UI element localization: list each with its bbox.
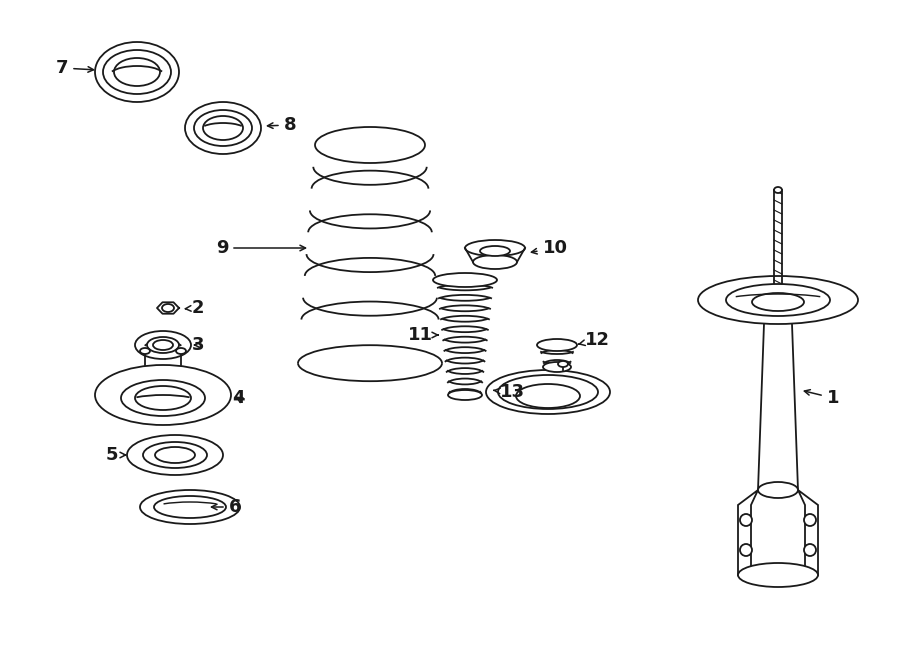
Ellipse shape <box>176 348 186 354</box>
Text: 9: 9 <box>216 239 305 257</box>
Text: 5: 5 <box>106 446 125 464</box>
Ellipse shape <box>140 348 150 354</box>
Polygon shape <box>738 490 758 575</box>
Ellipse shape <box>480 246 510 256</box>
Ellipse shape <box>194 110 252 146</box>
Ellipse shape <box>537 339 577 351</box>
Text: 12: 12 <box>579 331 609 349</box>
Ellipse shape <box>448 390 482 400</box>
Ellipse shape <box>726 284 830 316</box>
Ellipse shape <box>143 442 207 468</box>
Ellipse shape <box>95 365 231 425</box>
Text: 1: 1 <box>805 389 839 407</box>
Text: 13: 13 <box>494 383 525 401</box>
Ellipse shape <box>135 386 191 410</box>
Ellipse shape <box>516 384 580 408</box>
Circle shape <box>740 514 752 526</box>
Ellipse shape <box>185 102 261 154</box>
Ellipse shape <box>154 496 226 518</box>
Text: 10: 10 <box>531 239 568 257</box>
Ellipse shape <box>95 42 179 102</box>
Text: 11: 11 <box>408 326 438 344</box>
Text: 6: 6 <box>212 498 241 516</box>
Ellipse shape <box>121 380 205 416</box>
Ellipse shape <box>473 255 517 269</box>
Ellipse shape <box>752 293 804 311</box>
Ellipse shape <box>738 563 818 587</box>
Ellipse shape <box>486 370 610 414</box>
Ellipse shape <box>162 304 174 312</box>
Ellipse shape <box>135 331 191 359</box>
Ellipse shape <box>155 447 195 463</box>
Text: 7: 7 <box>56 59 94 77</box>
Circle shape <box>804 544 816 556</box>
Text: 3: 3 <box>192 336 204 354</box>
Ellipse shape <box>558 361 568 367</box>
Text: 4: 4 <box>232 389 244 407</box>
Ellipse shape <box>127 435 223 475</box>
Ellipse shape <box>465 240 525 256</box>
Ellipse shape <box>114 58 160 86</box>
Ellipse shape <box>774 187 782 193</box>
Ellipse shape <box>203 116 243 140</box>
Ellipse shape <box>498 375 598 409</box>
Circle shape <box>804 514 816 526</box>
Text: 8: 8 <box>267 116 296 134</box>
Ellipse shape <box>103 50 171 94</box>
Ellipse shape <box>153 340 173 350</box>
Circle shape <box>740 544 752 556</box>
Text: 2: 2 <box>185 299 204 317</box>
Ellipse shape <box>698 276 858 324</box>
Polygon shape <box>798 490 818 575</box>
Ellipse shape <box>147 337 179 353</box>
Ellipse shape <box>433 273 497 287</box>
Ellipse shape <box>140 490 240 524</box>
Ellipse shape <box>543 362 571 372</box>
Ellipse shape <box>758 482 798 498</box>
